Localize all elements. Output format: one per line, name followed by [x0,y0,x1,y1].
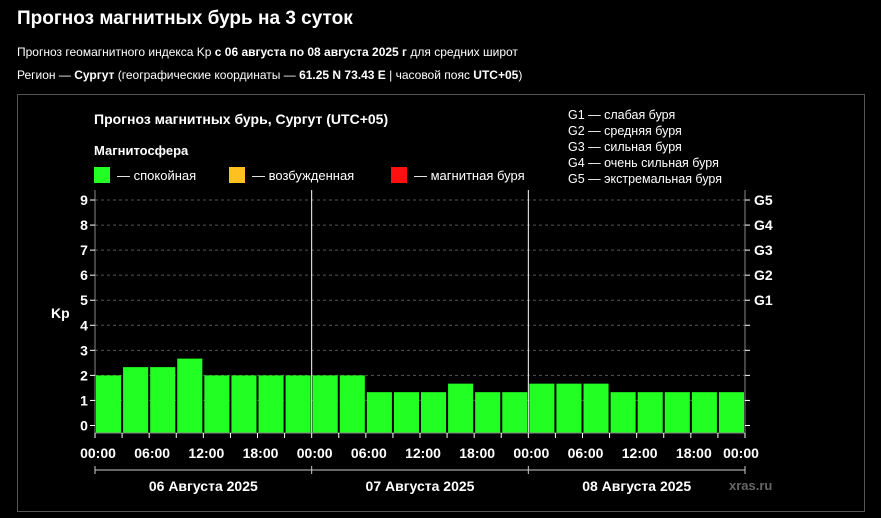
g-level-label: G5 [754,192,773,208]
storm-level-item: G5 — экстремальная буря [568,172,722,186]
kp-bar [123,367,149,433]
x-tick-label: 18:00 [676,445,712,461]
g-level-label: G4 [754,217,773,233]
legend-title: Магнитосфера [94,143,189,158]
tz-value: UTC+05 [473,68,519,82]
g-level-label: G3 [754,242,773,258]
kp-bar [312,375,338,433]
y-tick-label: 2 [80,367,88,383]
g-level-label: G2 [754,267,773,283]
storm-level-item: G3 — сильная буря [568,140,682,154]
y-tick-label: 8 [80,217,88,233]
x-tick-label: 18:00 [243,445,279,461]
x-tick-label: 00:00 [723,445,759,461]
tz-label: | часовой пояс [385,68,474,82]
region-name: Сургут [74,68,115,82]
day-label: 06 Августа 2025 [149,478,258,494]
y-tick-label: 7 [80,242,88,258]
kp-bar [258,375,284,433]
storm-level-item: G1 — слабая буря [568,108,675,122]
x-tick-label: 00:00 [80,445,116,461]
bars [96,358,744,433]
forecast-description: Прогноз геомагнитного индекса Kp с 06 ав… [17,45,518,59]
region-label: Регион — [17,68,75,82]
y-tick-label: 5 [80,292,88,308]
legend: — спокойная — возбужденная — магнитная бур… [94,167,525,183]
x-tick-label: 00:00 [297,445,333,461]
legend-swatch [229,167,245,183]
kp-bar [285,375,311,433]
legend-label: — спокойная [117,168,196,183]
day-label: 07 Августа 2025 [366,478,475,494]
chart-frame [17,94,865,512]
kp-bar [393,392,419,433]
x-tick-label: 18:00 [459,445,495,461]
kp-bar [421,392,447,433]
kp-bar [583,383,609,433]
kp-bar [637,392,663,433]
y-tick-label: 3 [80,342,88,358]
desc-text: Прогноз геомагнитного индекса Kp [17,45,215,59]
kp-bar [529,383,555,433]
kp-bar [556,383,582,433]
day-label: 08 Августа 2025 [582,478,691,494]
kp-bar [475,392,501,433]
x-tick-label: 06:00 [568,445,604,461]
legend-label: — возбужденная [252,168,354,183]
watermark: xras.ru [729,478,772,493]
legend-label: — магнитная буря [414,168,525,183]
kp-bar [150,367,176,433]
kp-bar [718,392,744,433]
storm-level-item: G2 — средняя буря [568,124,682,138]
x-tick-label: 06:00 [134,445,170,461]
grid [95,199,745,401]
kp-bar [231,375,257,433]
kp-bar [339,375,365,433]
region-line: Регион — Сургут (географические координа… [17,68,522,82]
x-tick-label: 00:00 [513,445,549,461]
axes: 0 1 2 3 4 5 6 7 8 9 G1 G2 G3 G4 G5 00:00 06:00 12:00 18:00… [80,190,773,494]
x-tick-label: 06:00 [351,445,387,461]
kp-bar [366,392,392,433]
y-tick-label: 1 [80,392,88,408]
tz-close: ) [518,68,523,82]
kp-bar [502,392,528,433]
coords-value: 61.25 N 73.43 E [299,68,386,82]
legend-swatch [94,167,110,183]
kp-bar [177,358,203,433]
coords-label: (географические координаты — [114,68,300,82]
y-tick-label: 0 [80,417,88,433]
page-title: Прогноз магнитных бурь на 3 суток [17,8,353,29]
kp-bar [204,375,230,433]
storm-level-legend: G1 — слабая буря G2 — средняя буря G3 — си… [568,108,722,186]
legend-swatch [391,167,407,183]
kp-bar [664,392,690,433]
x-tick-label: 12:00 [622,445,658,461]
y-tick-label: 9 [80,192,88,208]
y-axis-label: Kp [51,305,70,321]
x-tick-label: 12:00 [405,445,441,461]
chart-title: Прогноз магнитных бурь, Сургут (UTC+05) [94,111,388,127]
desc-latitude: для средних широт [407,45,518,59]
x-tick-label: 12:00 [188,445,224,461]
storm-level-item: G4 — очень сильная буря [568,156,719,170]
date-range: с 06 августа по 08 августа 2025 г [214,45,408,59]
kp-bar [691,392,717,433]
y-tick-label: 6 [80,267,88,283]
y-tick-label: 4 [80,317,88,333]
kp-bar [96,375,122,433]
kp-bar [448,383,474,433]
kp-bar [610,392,636,433]
g-level-label: G1 [754,292,773,308]
